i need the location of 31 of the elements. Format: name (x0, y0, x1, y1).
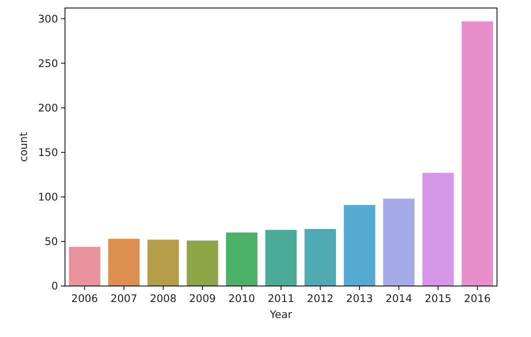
bar (108, 238, 140, 286)
x-tick-label: 2009 (189, 293, 216, 305)
x-tick-label: 2008 (150, 293, 177, 305)
bar (422, 172, 454, 286)
bar (147, 240, 179, 286)
x-tick-label: 2014 (385, 293, 412, 305)
bar (304, 228, 336, 286)
x-tick-label: 2006 (71, 293, 98, 305)
y-tick-label: 300 (38, 13, 58, 26)
bar (383, 198, 415, 286)
y-tick-label: 50 (44, 236, 58, 248)
bar (344, 204, 376, 286)
x-tick-label: 2015 (424, 293, 452, 305)
x-tick-label: 2013 (346, 293, 373, 305)
y-tick-label: 200 (38, 102, 58, 114)
x-axis-title: Year (268, 309, 293, 321)
y-tick-label: 250 (38, 58, 58, 70)
bar (462, 21, 494, 286)
x-tick-label: 2010 (228, 293, 256, 305)
y-tick-label: 0 (51, 280, 58, 293)
y-axis-title: count (18, 132, 30, 162)
x-tick-label: 2016 (464, 293, 492, 305)
y-tick-label: 150 (38, 147, 58, 160)
bar (226, 232, 258, 286)
x-tick-label: 2011 (268, 293, 294, 305)
y-tick-label: 100 (38, 192, 58, 204)
x-tick-label: 2012 (306, 293, 334, 305)
bar (186, 240, 218, 286)
bar (68, 246, 100, 286)
bar (265, 230, 297, 286)
x-tick-label: 2007 (110, 293, 138, 305)
